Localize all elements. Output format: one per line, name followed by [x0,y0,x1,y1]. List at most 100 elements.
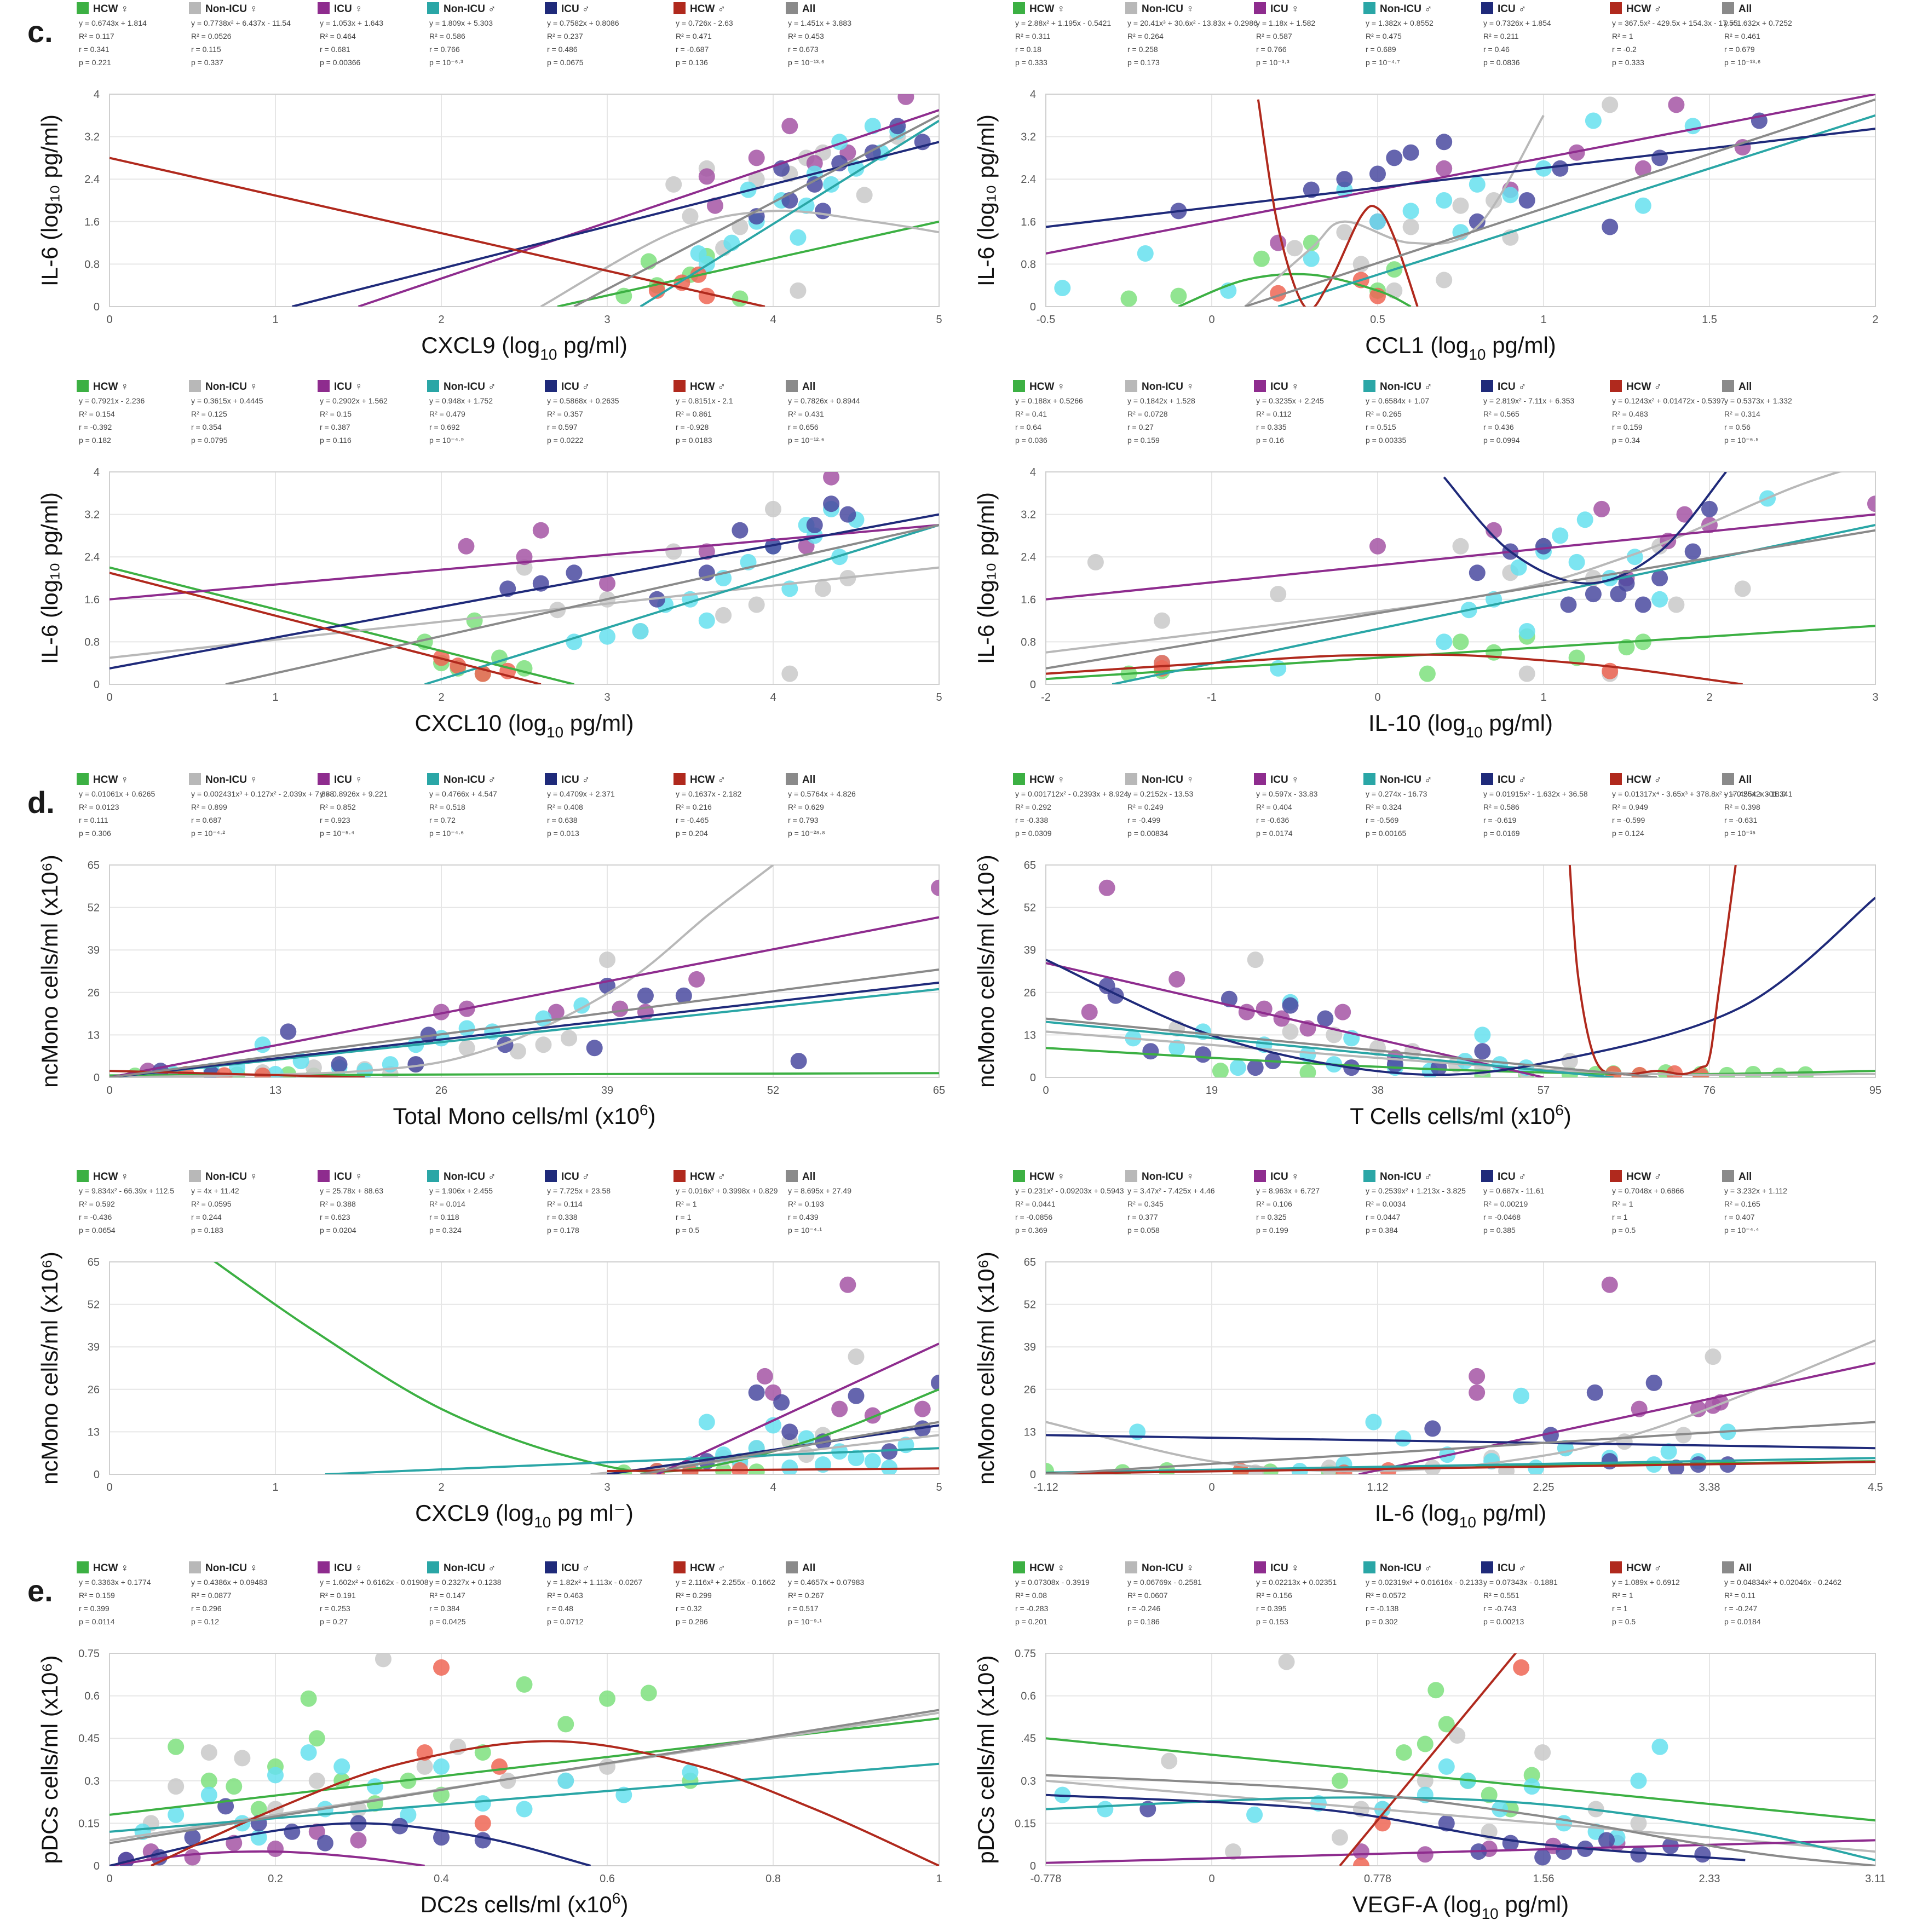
legend-stat-line: R² = 0.453 [788,32,824,41]
point-ICU_F [308,1823,325,1840]
point-ICU_F [612,1000,629,1017]
legend-item-NonICU_F: Non-ICU ♀ y = 0.06769x - 0.2581 R² = 0.060… [1125,1561,1202,1626]
fit-line-ICU_M [1046,1434,1875,1450]
legend-label: HCW ♀ [1029,381,1065,393]
y-tick-label: 26 [1024,987,1036,999]
x-axis-label-index: 10 [1459,1514,1476,1531]
point-ICU_F [1676,506,1693,523]
fit-lines [1046,94,1875,307]
legend-swatch [77,2,89,14]
point-NonICU_F [1278,1653,1295,1670]
legend-label: ICU ♂ [1498,1171,1526,1183]
legend-stat-line: r = 0.407 [1724,1213,1755,1221]
x-axis-label-main: CXCL10 (log [415,710,546,736]
point-NonICU_M [1369,213,1386,230]
point-NonICU_F [1225,1843,1242,1860]
legend-stat-line: R² = 0.165 [1724,1199,1760,1208]
point-HCW_F [640,1685,657,1702]
legend-stat-line: r = -0.392 [79,423,112,431]
point-ICU_M [1282,997,1299,1014]
y-tick-label: 52 [88,902,100,914]
point-HCW_F [1523,1767,1540,1784]
y-axis-label: pDCs cells/ml (x10⁶) [973,1655,999,1864]
point-NonICU_F [1282,1023,1299,1040]
fit-line-All [640,1421,939,1474]
x-axis-label-index: 6 [1555,1101,1564,1118]
legend-stat-line: R² = 0.154 [79,410,115,418]
legend-stat-line: p = 0.221 [79,58,111,67]
legend-label: Non-ICU ♂ [1380,774,1432,786]
legend-stat-line: p = 0.0204 [320,1226,356,1235]
legend-stat-line: p = 0.385 [1483,1226,1516,1235]
legend-item-ICU_M: ICU ♂ y = 1.82x² + 1.113x - 0.0267 R² = 0.… [545,1561,642,1626]
point-NonICU_F [1668,596,1685,613]
x-axis-label-index: 10 [1465,724,1482,741]
x-axis-label: DC2s cells/ml (x106) [421,1890,629,1917]
point-HCW_F [1299,1064,1316,1077]
legend-swatch [1481,380,1493,392]
grid [109,1261,940,1475]
point-ICU_M [1542,1427,1559,1444]
point-HCW_M [698,287,715,304]
x-tick-label: 4 [770,314,776,326]
legend-stat-line: R² = 0.267 [788,1591,824,1600]
grid [109,864,940,1078]
point-HCW_F [1303,234,1320,251]
fit-line-All [1046,1017,1657,1077]
legend-item-All: All y = 3.232x + 1.112 R² = 0.165 r = 0.407… [1722,1170,1787,1235]
legend-stat-line: p = 10⁻¹⁵ [1724,829,1755,838]
fit-line-ICU_F [110,1850,425,1866]
legend-swatch [1254,773,1266,785]
legend: HCW ♀ y = 0.01061x + 0.6265 R² = 0.0123 r =… [77,773,856,838]
panel-4: HCW ♀ y = 0.188x + 0.5266 R² = 0.41 r = 0.6… [973,380,1879,741]
legend-stat-line: r = 0.338 [547,1213,578,1221]
point-NonICU_F [1270,586,1287,603]
point-NonICU_F [1436,272,1453,289]
legend-stat-line: y = 0.4766x + 4.547 [429,789,497,798]
y-tick-label: 26 [88,987,100,999]
fit-line-ICU_F [358,109,939,307]
legend-stat-line: R² = 0.41 [1015,410,1047,418]
legend-stat-line: y = 0.07343x - 0.1881 [1483,1578,1558,1587]
point-NonICU_F [1734,580,1751,597]
legend-stat-line: R² = 0.0441 [1015,1199,1056,1208]
legend-swatch [1363,1561,1375,1573]
y-tick-label: 39 [1024,944,1036,956]
legend-stat-line: R² = 0.193 [788,1199,824,1208]
point-ICU_F [823,472,840,486]
x-tick-label: 0 [1208,1481,1214,1493]
point-ICU_F [1469,1368,1486,1385]
x-axis-label: CXCL9 (log10 pg ml⁻) [415,1500,634,1531]
point-NonICU_M [1474,1026,1491,1043]
legend-item-HCW_M: HCW ♂ y = 0.1243x² + 0.01472x - 0.5397 R² … [1610,380,1725,445]
legend-label: HCW ♀ [93,1562,129,1574]
fit-line-ICU_M [1443,472,1727,585]
legend-label: Non-ICU ♀ [205,381,258,393]
legend-stat-line: R² = 0.408 [547,803,583,811]
legend-item-ICU_M: ICU ♂ y = 0.5868x + 0.2635 R² = 0.357 r = 0… [545,380,619,445]
legend-stat-line: y = 0.01061x + 0.6265 [79,789,156,798]
legend-item-HCW_F: HCW ♀ y = 2.88x² + 1.195x - 0.5421 R² = 0.… [1013,2,1111,67]
fit-line-NonICU_M [325,1447,939,1474]
point-NonICU_M [1303,250,1320,267]
legend-stat-line: y = 0.01317x⁴ - 3.65x³ + 378.8x² - 17.45… [1612,789,1793,798]
y-axis-label: ncMono cells/ml (x10⁶) [37,855,62,1088]
y-tick-label: 4 [94,466,100,478]
legend-swatch [673,1561,686,1573]
legend-swatch [427,773,439,785]
legend-swatch [786,2,798,14]
legend-label: All [802,381,815,393]
point-NonICU_F [848,1348,865,1365]
point-ICU_M [1303,181,1320,198]
legend-stat-line: R² = 0.483 [1612,410,1648,418]
legend-stat-line: p = 0.333 [1015,58,1047,67]
legend-item-All: All y = 0.5764x + 4.826 R² = 0.629 r = 0.79… [786,773,856,838]
legend-label: Non-ICU ♂ [444,1562,496,1574]
y-tick-label: 26 [1024,1384,1036,1396]
point-ICU_M [586,1040,603,1057]
point-ICU_M [806,517,823,533]
legend-item-ICU_F: ICU ♀ y = 0.597x - 33.83 R² = 0.404 r = -0.… [1254,773,1318,838]
legend-stat-line: y = 0.231x² - 0.09203x + 0.5943 [1015,1186,1124,1195]
fit-line-All [573,114,939,307]
point-NonICU_M [433,1758,450,1775]
